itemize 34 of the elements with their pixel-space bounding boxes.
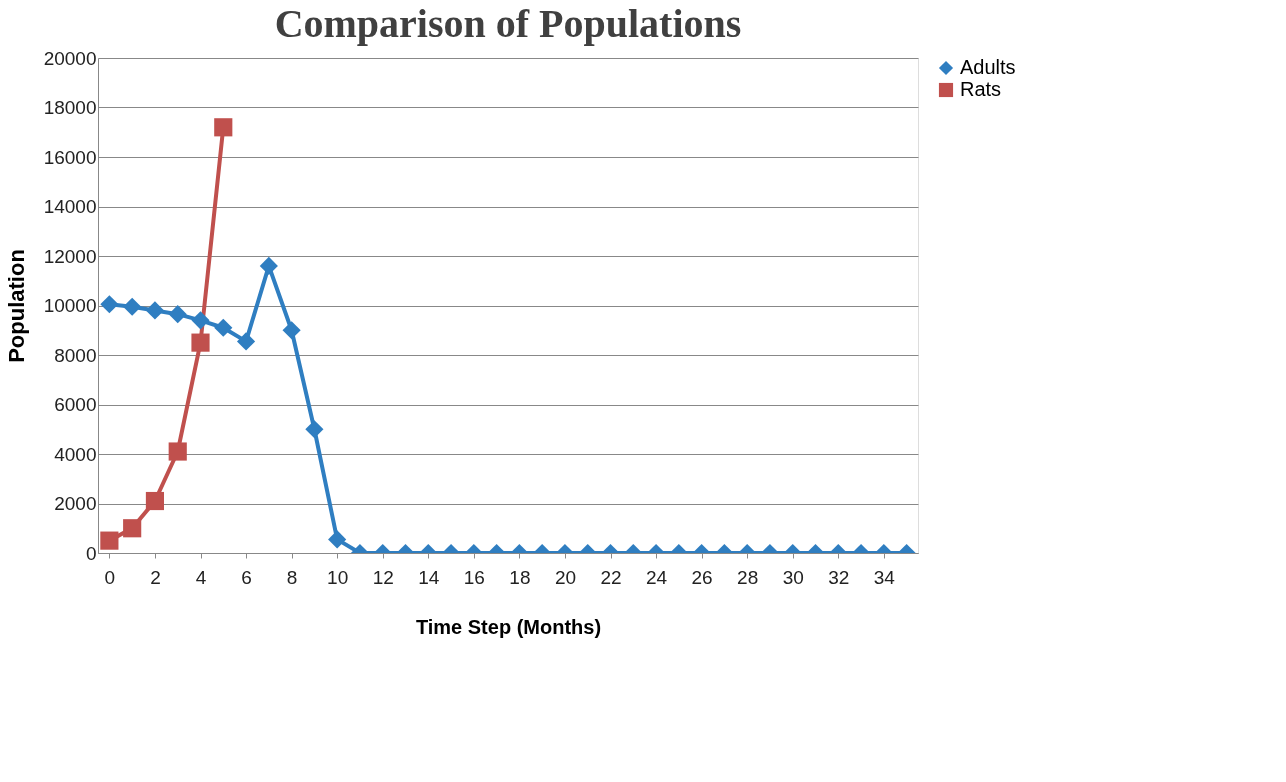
x-tick-label: 6 — [241, 566, 252, 588]
y-tick-label: 20000 — [43, 47, 97, 69]
x-tick-label: 4 — [195, 566, 207, 588]
x-tick-label: 22 — [600, 566, 622, 588]
y-tick-label: 4000 — [54, 443, 97, 465]
x-tick-label: 0 — [104, 566, 116, 588]
x-tick-label: 16 — [463, 566, 485, 588]
legend-label: Adults — [960, 56, 1016, 78]
y-tick-label: 18000 — [43, 97, 97, 118]
x-tick-label: 18 — [509, 566, 531, 588]
x-tick-label: 10 — [327, 566, 349, 588]
x-tick-label: 28 — [737, 566, 759, 588]
y-tick-label: 6000 — [54, 394, 97, 415]
y-tick-label: 0 — [85, 542, 97, 564]
x-tick-label: 26 — [691, 566, 713, 588]
x-tick-label: 30 — [782, 566, 804, 588]
x-tick-label: 2 — [150, 566, 161, 588]
y-tick-label: 12000 — [43, 245, 97, 267]
x-tick-label: 20 — [554, 566, 577, 588]
x-tick-label: 34 — [873, 566, 896, 588]
y-tick-label: 8000 — [54, 344, 97, 366]
y-tick-label: 16000 — [43, 146, 97, 168]
chart-title: Comparison of Populations — [274, 1, 742, 46]
x-tick-label: 32 — [828, 566, 850, 588]
x-tick-label: 8 — [286, 566, 298, 588]
x-tick-label: 14 — [418, 566, 440, 588]
x-tick-label: 24 — [645, 566, 668, 588]
y-tick-label: 14000 — [43, 196, 97, 217]
x-axis-title: Time Step (Months) — [415, 615, 602, 638]
y-axis-title: Population — [3, 249, 29, 363]
y-tick-label: 2000 — [54, 493, 97, 514]
legend-label: Rats — [960, 78, 1002, 100]
y-tick-label: 10000 — [43, 295, 97, 316]
x-tick-label: 12 — [372, 566, 394, 588]
